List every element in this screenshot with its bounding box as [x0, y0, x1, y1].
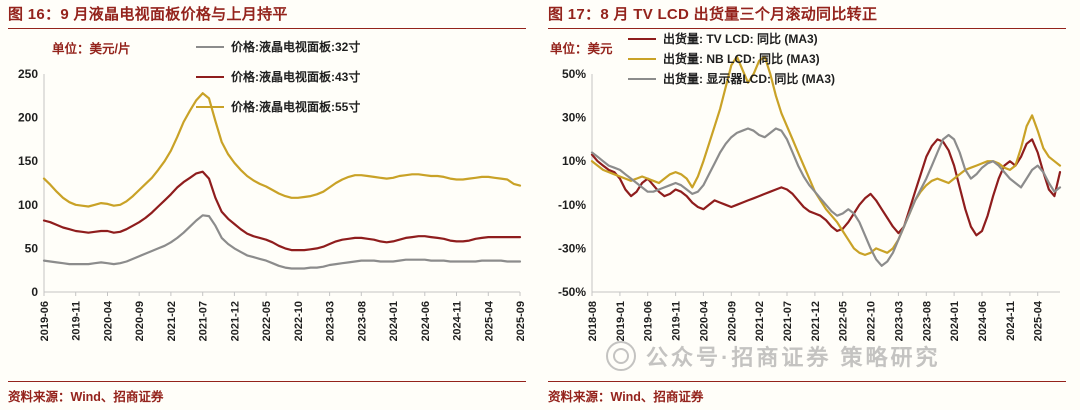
svg-text:2024-11: 2024-11 — [452, 301, 464, 341]
figure-17-chart: -50% -30% -10% 10% 30% 50% 2018-08 2019-01 2019-… — [548, 30, 1066, 362]
svg-text:-10%: -10% — [558, 198, 586, 212]
figure-17-source-note: 资料来源：Wind、招商证券 — [548, 381, 1066, 405]
svg-text:2024-06: 2024-06 — [977, 301, 989, 341]
svg-text:30%: 30% — [562, 111, 586, 125]
source-text: 资料来源：Wind、招商证券 — [548, 390, 704, 404]
legend-item: 价格:液晶电视面板:55寸 — [196, 98, 360, 115]
svg-text:2022-10: 2022-10 — [866, 301, 878, 341]
figure-16-title: 图 16：9 月液晶电视面板价格与上月持平 — [8, 5, 526, 29]
svg-text:2024-01: 2024-01 — [388, 301, 400, 341]
svg-text:2021-12: 2021-12 — [229, 301, 241, 341]
figure-16-chart: 0 50 100 150 200 250 2019-06 2019-11 2020-04 2020… — [8, 30, 526, 362]
svg-text:2020-04: 2020-04 — [698, 300, 710, 341]
figure-16-unit-label: 单位：美元/片 — [52, 42, 131, 56]
legend-item: 出货量: NB LCD: 同比 (MA3) — [628, 50, 835, 67]
svg-text:250: 250 — [18, 67, 38, 81]
legend-item: 出货量: TV LCD: 同比 (MA3) — [628, 30, 835, 47]
svg-text:2024-01: 2024-01 — [949, 301, 961, 341]
svg-text:2023-03: 2023-03 — [325, 301, 337, 341]
legend-item: 价格:液晶电视面板:43寸 — [196, 68, 360, 85]
figure-17-unit-label: 单位：美元 — [550, 42, 613, 56]
svg-text:2022-05: 2022-05 — [261, 301, 273, 341]
svg-text:2021-07: 2021-07 — [198, 301, 210, 341]
svg-text:2023-03: 2023-03 — [893, 301, 905, 341]
figure-16-legend: 价格:液晶电视面板:32寸 价格:液晶电视面板:43寸 价格:液晶电视面板:55… — [196, 38, 360, 115]
svg-text:-50%: -50% — [558, 285, 586, 299]
figure-16-chart-canvas: 0 50 100 150 200 250 2019-06 2019-11 2020-04 2020… — [18, 67, 526, 341]
svg-text:150: 150 — [18, 154, 38, 168]
svg-text:2023-08: 2023-08 — [921, 301, 933, 341]
legend-item-label: 价格:液晶电视面板:32寸 — [231, 40, 361, 54]
svg-text:2021-02: 2021-02 — [754, 301, 766, 341]
legend-item-label: 价格:液晶电视面板:43寸 — [231, 70, 361, 84]
svg-text:2022-05: 2022-05 — [838, 301, 850, 341]
svg-text:0: 0 — [31, 285, 38, 299]
svg-text:2024-06: 2024-06 — [420, 301, 432, 341]
svg-text:2023-08: 2023-08 — [356, 301, 368, 341]
svg-text:200: 200 — [18, 111, 38, 125]
svg-text:2020-09: 2020-09 — [134, 301, 146, 341]
figure-17-legend: 出货量: TV LCD: 同比 (MA3) 出货量: NB LCD: 同比 (M… — [628, 30, 835, 87]
legend-item-label: 出货量: TV LCD: 同比 (MA3) — [663, 32, 818, 46]
svg-text:2019-01: 2019-01 — [615, 301, 627, 341]
legend-line-swatch — [196, 105, 224, 108]
svg-text:2025-04: 2025-04 — [483, 300, 495, 341]
figure-17-title: 图 17：8 月 TV LCD 出货量三个月滚动同比转正 — [548, 5, 1066, 29]
legend-item-label: 出货量: 显示器LCD: 同比 (MA3) — [663, 72, 835, 86]
svg-text:2025-04: 2025-04 — [1033, 300, 1045, 341]
figure-16-panel: 图 16：9 月液晶电视面板价格与上月持平 0 50 100 150 200 250 201… — [8, 5, 526, 405]
svg-text:50%: 50% — [562, 67, 586, 81]
svg-text:50: 50 — [25, 241, 39, 255]
svg-text:100: 100 — [18, 198, 38, 212]
legend-line-swatch — [196, 75, 224, 78]
svg-text:2019-11: 2019-11 — [71, 301, 83, 341]
svg-text:10%: 10% — [562, 154, 586, 168]
svg-text:2019-06: 2019-06 — [39, 301, 51, 341]
legend-item: 价格:液晶电视面板:32寸 — [196, 38, 360, 55]
svg-text:2021-07: 2021-07 — [782, 301, 794, 341]
svg-text:-30%: -30% — [558, 241, 586, 255]
figure-17-chart-canvas: -50% -30% -10% 10% 30% 50% 2018-08 2019-01 2019-… — [558, 55, 1062, 341]
legend-item: 出货量: 显示器LCD: 同比 (MA3) — [628, 70, 835, 87]
legend-item-label: 价格:液晶电视面板:55寸 — [231, 100, 361, 114]
svg-text:2020-09: 2020-09 — [726, 301, 738, 341]
legend-item-label: 出货量: NB LCD: 同比 (MA3) — [663, 52, 820, 66]
figure-16-source-note: 资料来源：Wind、招商证券 — [8, 381, 526, 405]
svg-text:2022-10: 2022-10 — [293, 301, 305, 341]
svg-text:2019-06: 2019-06 — [643, 301, 655, 341]
legend-line-swatch — [196, 45, 224, 48]
figure-17-panel: 图 17：8 月 TV LCD 出货量三个月滚动同比转正 -50% -30% -10… — [540, 0, 1080, 410]
svg-text:2021-02: 2021-02 — [166, 301, 178, 341]
svg-text:2018-08: 2018-08 — [587, 301, 599, 341]
legend-line-swatch — [628, 57, 656, 60]
svg-text:2020-04: 2020-04 — [103, 300, 115, 341]
svg-text:2024-11: 2024-11 — [1005, 301, 1017, 341]
svg-text:2025-09: 2025-09 — [515, 301, 526, 341]
legend-line-swatch — [628, 77, 656, 80]
source-text: 资料来源：Wind、招商证券 — [8, 390, 164, 404]
svg-text:2021-12: 2021-12 — [810, 301, 822, 341]
svg-text:2019-11: 2019-11 — [671, 301, 683, 341]
legend-line-swatch — [628, 37, 656, 40]
